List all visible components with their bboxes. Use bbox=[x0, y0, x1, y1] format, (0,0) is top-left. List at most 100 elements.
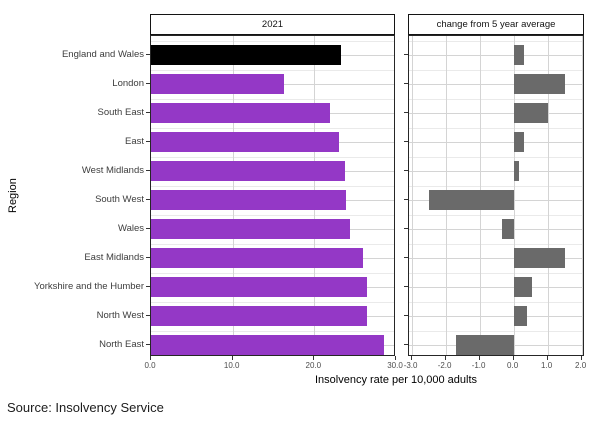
region-label-north-west: North West bbox=[96, 309, 144, 321]
bar-change-south-west bbox=[428, 190, 514, 210]
bar-change-yorkshire-and-the-humber bbox=[513, 277, 533, 297]
region-label-south-west: South West bbox=[95, 193, 144, 205]
y-tick bbox=[146, 54, 150, 55]
bar-change-south-east bbox=[513, 103, 548, 123]
bar-change-west-midlands bbox=[513, 161, 519, 181]
y-tick bbox=[146, 199, 150, 200]
facet-strip-change: change from 5 year average bbox=[408, 14, 584, 35]
bar-2021-east-midlands bbox=[151, 248, 363, 268]
x-tick bbox=[313, 356, 315, 360]
gridline-major bbox=[409, 113, 583, 114]
gridline-minor bbox=[151, 301, 394, 303]
gridline-major bbox=[513, 36, 515, 355]
region-label-london: London bbox=[112, 77, 144, 89]
gridline-minor bbox=[151, 272, 394, 274]
x-tick-label: -1.0 bbox=[471, 361, 486, 370]
y-tick bbox=[404, 286, 408, 287]
x-tick bbox=[395, 356, 396, 360]
gridline-minor bbox=[409, 127, 583, 129]
x-tick bbox=[444, 356, 446, 360]
gridline-minor bbox=[409, 243, 583, 245]
bar-2021-south-east bbox=[151, 103, 330, 123]
y-tick bbox=[404, 170, 408, 171]
x-tick bbox=[478, 356, 480, 360]
gridline-major bbox=[409, 171, 583, 172]
bar-2021-east bbox=[151, 132, 339, 152]
gridline-minor bbox=[409, 214, 583, 216]
y-tick bbox=[404, 257, 408, 258]
region-label-yorkshire-and-the-humber: Yorkshire and the Humber bbox=[33, 280, 144, 292]
x-tick-label: 0.0 bbox=[144, 361, 156, 370]
y-tick bbox=[404, 112, 408, 113]
y-tick bbox=[146, 344, 150, 345]
gridline-major bbox=[409, 258, 583, 259]
gridline-major bbox=[411, 36, 413, 355]
gridline-minor bbox=[409, 69, 583, 71]
bar-2021-england-and-wales bbox=[151, 45, 342, 65]
region-label-wales: Wales bbox=[117, 222, 144, 234]
source-caption: Source: Insolvency Service bbox=[7, 400, 164, 415]
gridline-major bbox=[409, 55, 583, 56]
gridline-major bbox=[409, 316, 583, 317]
x-axis-title: Insolvency rate per 10,000 adults bbox=[314, 374, 478, 386]
x-tick bbox=[512, 356, 514, 360]
panel-change bbox=[408, 35, 584, 356]
gridline-minor bbox=[151, 156, 394, 158]
bar-change-england-and-wales bbox=[513, 45, 524, 65]
bar-change-wales bbox=[501, 219, 514, 239]
bar-2021-yorkshire-and-the-humber bbox=[151, 277, 367, 297]
y-tick bbox=[404, 54, 408, 55]
y-tick bbox=[146, 83, 150, 84]
gridline-major bbox=[409, 84, 583, 85]
x-tick bbox=[231, 356, 233, 360]
region-label-north-east: North East bbox=[99, 338, 144, 350]
gridline-major bbox=[409, 142, 583, 143]
bar-2021-london bbox=[151, 74, 285, 94]
y-tick bbox=[404, 83, 408, 84]
bar-2021-west-midlands bbox=[151, 161, 346, 181]
x-tick bbox=[546, 356, 548, 360]
x-tick-label: 30.0 bbox=[387, 361, 403, 370]
gridline-minor bbox=[151, 243, 394, 245]
bar-change-east-midlands bbox=[513, 248, 565, 268]
gridline-minor bbox=[151, 185, 394, 187]
y-tick bbox=[146, 257, 150, 258]
x-tick bbox=[410, 356, 412, 360]
y-tick bbox=[404, 315, 408, 316]
y-tick bbox=[146, 228, 150, 229]
bar-change-north-east bbox=[455, 335, 514, 355]
gridline-major bbox=[547, 36, 549, 355]
gridline-major bbox=[409, 229, 583, 230]
gridline-minor bbox=[409, 156, 583, 158]
y-tick bbox=[146, 315, 150, 316]
y-tick bbox=[404, 228, 408, 229]
y-tick bbox=[146, 170, 150, 171]
bar-change-london bbox=[513, 74, 565, 94]
facet-strip-change-label: change from 5 year average bbox=[436, 19, 556, 30]
bar-2021-north-east bbox=[151, 335, 384, 355]
bar-2021-north-west bbox=[151, 306, 367, 326]
gridline-major bbox=[581, 36, 583, 355]
gridline-minor bbox=[409, 301, 583, 303]
gridline-minor bbox=[409, 40, 583, 42]
x-tick-label: 20.0 bbox=[305, 361, 322, 370]
gridline-minor bbox=[151, 98, 394, 100]
panel-2021 bbox=[150, 35, 395, 356]
region-label-west-midlands: West Midlands bbox=[81, 164, 144, 176]
gridline-major bbox=[409, 287, 583, 288]
gridline-minor bbox=[409, 330, 583, 332]
gridline-minor bbox=[151, 40, 394, 42]
bar-change-east bbox=[513, 132, 524, 152]
x-tick-label: -2.0 bbox=[437, 361, 452, 370]
region-label-england-and-wales: England and Wales bbox=[61, 48, 144, 60]
y-tick bbox=[146, 286, 150, 287]
gridline-minor bbox=[151, 330, 394, 332]
gridline-minor bbox=[151, 69, 394, 71]
x-tick-label: 10.0 bbox=[223, 361, 240, 370]
bar-2021-wales bbox=[151, 219, 351, 239]
facet-strip-2021: 2021 bbox=[150, 14, 395, 35]
gridline-minor bbox=[409, 98, 583, 100]
region-label-east-midlands: East Midlands bbox=[84, 251, 144, 263]
y-tick bbox=[404, 141, 408, 142]
